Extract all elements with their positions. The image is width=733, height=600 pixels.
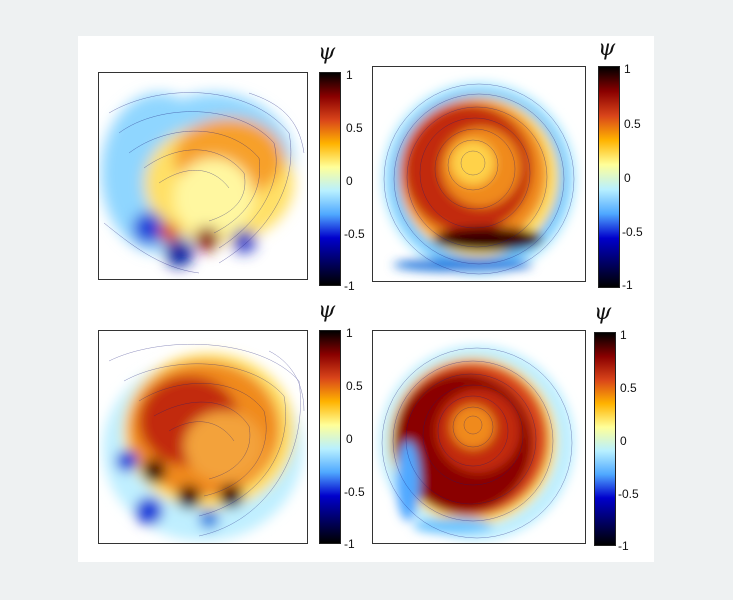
- cbar-tick-5: -1: [622, 278, 633, 292]
- cbar-tick-5: -1: [618, 539, 629, 553]
- cbar-tick-4: -0.5: [344, 485, 365, 499]
- colorbar-label-bottom-right: ψ: [594, 300, 612, 325]
- colorbar-bottom-left: [319, 330, 341, 544]
- cbar-tick-2: 0.5: [620, 381, 637, 395]
- panel-bottom-left: [98, 330, 308, 544]
- panel-bottom-right: [372, 330, 586, 544]
- cbar-tick-4: -0.5: [344, 227, 365, 241]
- heatmap-bottom-left: [99, 331, 307, 543]
- cbar-tick-2: 0.5: [346, 379, 363, 393]
- cbar-tick-4: -0.5: [618, 487, 639, 501]
- colorbar-bottom-right: [594, 332, 616, 546]
- cbar-tick-4: -0.5: [622, 225, 643, 239]
- panel-top-right: [372, 66, 586, 282]
- colorbar-label-top-left: ψ: [318, 40, 336, 65]
- cbar-tick-1: 1: [346, 68, 353, 82]
- cbar-tick-5: -1: [344, 279, 355, 293]
- cbar-tick-1: 1: [620, 328, 627, 342]
- heatmap-bottom-right: [373, 331, 585, 543]
- cbar-tick-3: 0: [346, 174, 353, 188]
- colorbar-top-right: [598, 66, 620, 288]
- cbar-tick-5: -1: [344, 537, 355, 551]
- cbar-tick-3: 0: [624, 171, 631, 185]
- cbar-tick-1: 1: [346, 326, 353, 340]
- heatmap-top-left: [99, 73, 307, 279]
- figure-sheet: ψ 1 0.5 0 -0.5 -1: [78, 36, 654, 562]
- panel-top-left: [98, 72, 308, 280]
- cbar-tick-3: 0: [620, 434, 627, 448]
- cbar-tick-2: 0.5: [346, 121, 363, 135]
- colorbar-top-left: [319, 72, 341, 286]
- colorbar-label-top-right: ψ: [598, 36, 616, 61]
- cbar-tick-2: 0.5: [624, 117, 641, 131]
- heatmap-top-right: [373, 67, 585, 281]
- colorbar-label-bottom-left: ψ: [318, 298, 336, 323]
- cbar-tick-1: 1: [624, 62, 631, 76]
- cbar-tick-3: 0: [346, 432, 353, 446]
